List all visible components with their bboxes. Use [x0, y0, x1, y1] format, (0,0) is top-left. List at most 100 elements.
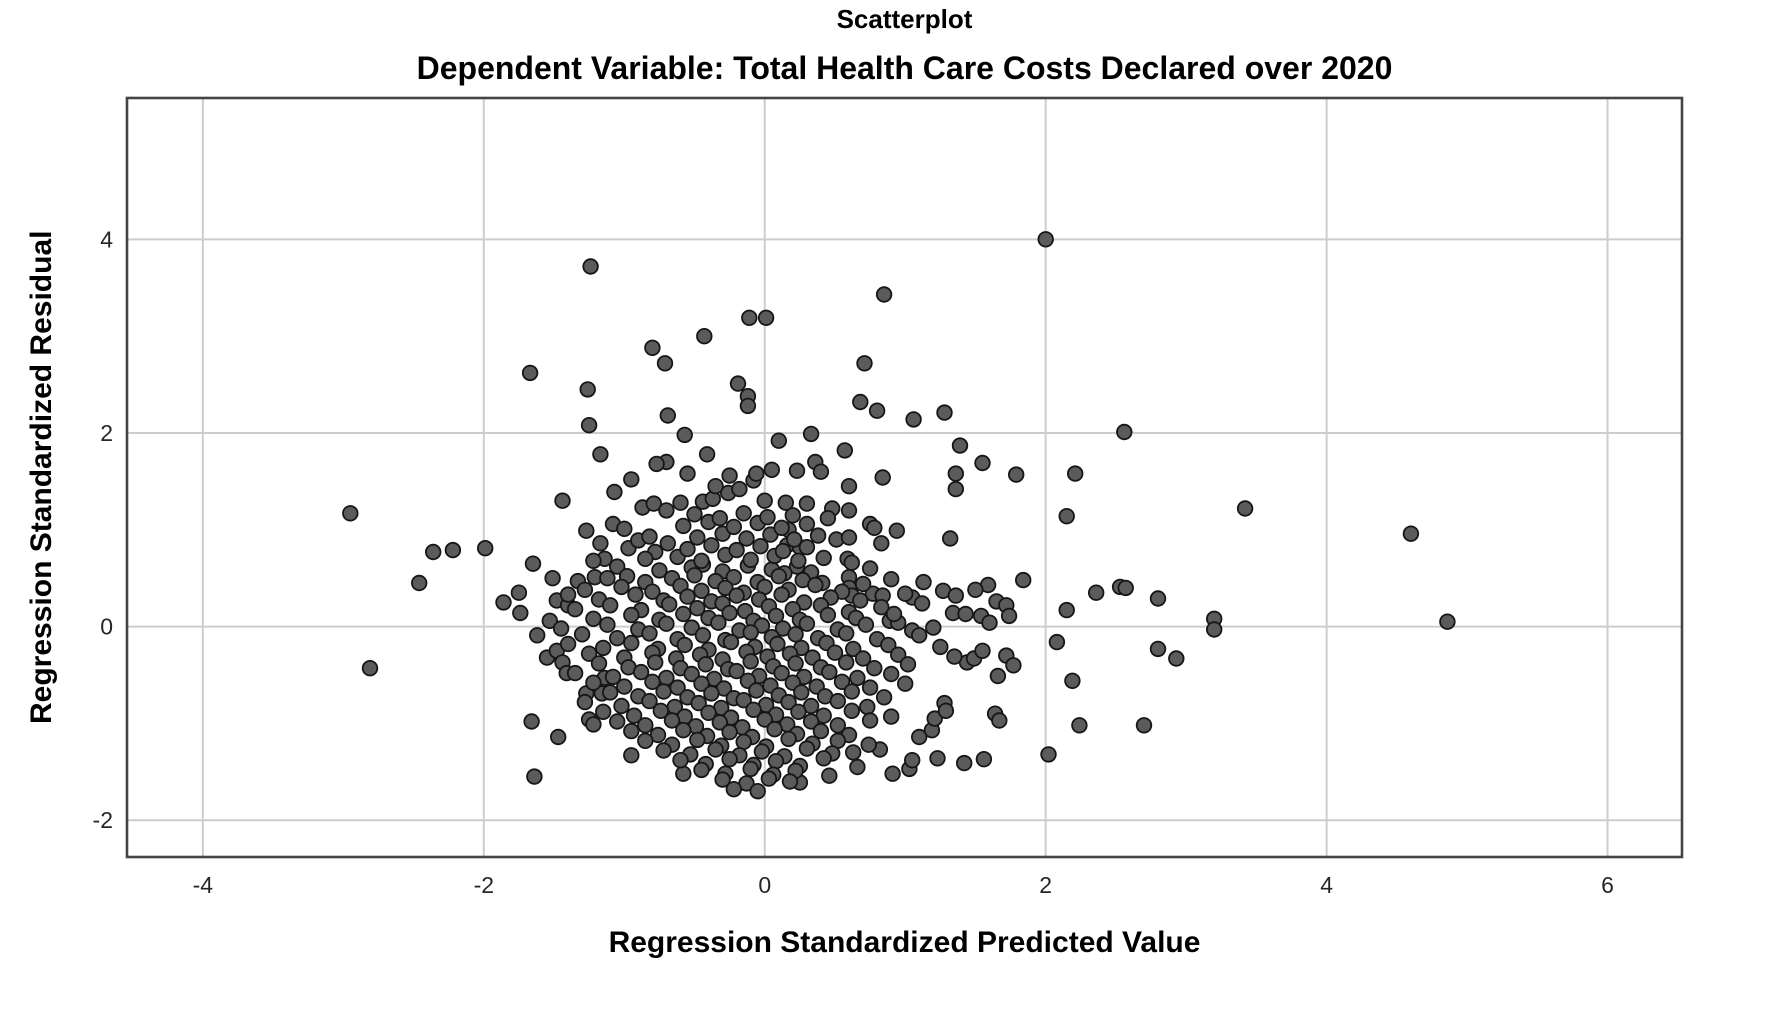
data-point: [981, 614, 998, 631]
data-point: [686, 567, 703, 584]
data-point: [1058, 601, 1075, 619]
data-point: [925, 619, 942, 636]
x-axis-title: Regression Standardized Predicted Value: [608, 926, 1201, 959]
data-point: [780, 693, 797, 711]
data-point: [883, 708, 900, 725]
data-point: [595, 639, 612, 657]
data-point: [735, 505, 752, 522]
data-point: [658, 615, 675, 632]
data-point: [1015, 571, 1032, 589]
data-point: [819, 510, 837, 527]
data-point: [875, 286, 893, 303]
data-point: [573, 626, 591, 643]
data-point: [873, 535, 890, 552]
data-point: [725, 569, 743, 586]
data-point: [679, 465, 696, 482]
data-point: [725, 781, 743, 798]
data-point: [675, 605, 692, 623]
data-point: [676, 426, 693, 444]
data-point: [890, 646, 907, 663]
data-point: [592, 535, 609, 552]
data-point: [721, 604, 738, 622]
data-point: [974, 454, 991, 472]
data-point: [826, 644, 844, 661]
data-point: [788, 462, 806, 479]
data-point: [580, 417, 598, 434]
y-tick-label: 0: [100, 614, 113, 640]
data-point: [1064, 672, 1081, 690]
data-point: [675, 765, 692, 782]
data-point: [883, 665, 900, 683]
data-point: [644, 339, 661, 357]
data-point: [856, 355, 873, 372]
data-point: [1117, 579, 1134, 597]
data-point: [773, 664, 790, 682]
data-point: [722, 633, 740, 651]
data-point: [676, 636, 693, 654]
data-point: [798, 515, 816, 533]
data-point: [897, 675, 914, 692]
data-point: [641, 528, 658, 545]
data-point: [710, 614, 727, 631]
data-point: [819, 606, 837, 624]
data-point: [609, 630, 626, 647]
data-point: [663, 712, 681, 729]
data-point: [843, 702, 861, 720]
data-point: [798, 615, 816, 632]
data-point: [802, 425, 820, 443]
data-point: [840, 502, 858, 519]
data-point: [613, 578, 630, 596]
data-point: [689, 529, 706, 546]
data-point: [763, 461, 781, 479]
data-point: [849, 669, 866, 687]
data-point: [880, 636, 897, 654]
data-point: [623, 722, 640, 740]
data-point: [604, 668, 622, 686]
data-point: [821, 663, 838, 681]
data-point: [790, 703, 807, 721]
data-point: [836, 442, 854, 459]
data-point: [752, 538, 769, 555]
data-point: [911, 627, 928, 644]
data-point: [477, 540, 494, 557]
data-point: [693, 761, 710, 779]
data-point: [815, 549, 832, 567]
data-point: [770, 432, 788, 449]
data-point: [861, 560, 879, 577]
data-point: [529, 627, 546, 644]
data-point: [942, 530, 959, 547]
data-point: [787, 626, 804, 643]
y-tick-label: 2: [100, 420, 113, 446]
data-point: [644, 673, 661, 691]
data-point: [991, 712, 1008, 729]
y-tick-label: -2: [93, 807, 113, 833]
data-point: [698, 446, 716, 463]
data-point: [524, 555, 542, 572]
data-point: [725, 518, 743, 536]
data-point: [576, 693, 594, 711]
data-point: [790, 552, 807, 570]
data-point: [361, 660, 379, 677]
x-tick-label: 4: [1320, 872, 1333, 898]
data-point: [645, 495, 663, 512]
data-point: [599, 616, 616, 633]
data-point: [845, 744, 862, 761]
data-point: [721, 467, 738, 484]
data-point: [821, 767, 838, 784]
data-point: [672, 752, 689, 769]
data-point: [888, 522, 906, 539]
data-point: [599, 570, 616, 587]
data-point: [623, 634, 640, 652]
data-point: [582, 258, 599, 275]
data-point: [926, 710, 943, 727]
data-point: [812, 722, 830, 740]
data-point: [815, 750, 832, 767]
data-point: [521, 364, 539, 382]
data-point: [807, 576, 824, 594]
data-point: [411, 574, 428, 592]
data-point: [735, 692, 752, 709]
data-point: [932, 638, 949, 656]
data-point: [741, 309, 758, 327]
data-point: [659, 407, 677, 424]
data-point: [703, 537, 720, 554]
